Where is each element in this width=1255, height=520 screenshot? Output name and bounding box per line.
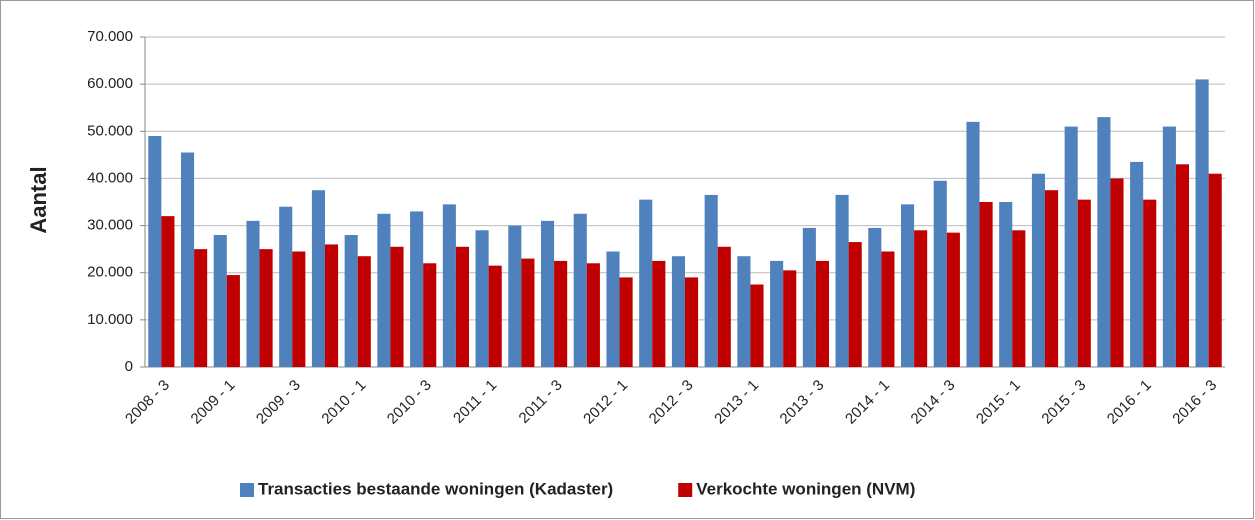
bar (1175, 164, 1189, 367)
bar (292, 251, 306, 367)
bar (881, 251, 895, 367)
bar (390, 246, 404, 367)
bar (488, 265, 502, 367)
bar (586, 263, 600, 367)
y-tick-label: 30.000 (87, 217, 133, 234)
bar (1077, 199, 1091, 367)
bar (1097, 117, 1111, 368)
bar (475, 230, 489, 367)
bar (521, 258, 535, 367)
bar (279, 206, 293, 367)
bar (161, 216, 175, 367)
bar (606, 251, 620, 367)
bar (423, 263, 437, 367)
bar (194, 249, 208, 367)
bar (541, 220, 555, 367)
bar (226, 275, 240, 367)
bar (770, 260, 784, 367)
bar (1110, 178, 1124, 367)
bar (979, 202, 993, 367)
bar (671, 256, 685, 367)
bar (377, 213, 391, 367)
bar (685, 277, 699, 367)
bar (704, 194, 718, 367)
bar (1045, 190, 1059, 367)
bar (357, 256, 371, 367)
bar (901, 204, 915, 367)
bar (344, 235, 358, 367)
bar (815, 260, 829, 367)
legend-swatch (240, 483, 254, 497)
bar (213, 235, 227, 367)
bar (639, 199, 653, 367)
bar (1143, 199, 1157, 367)
bar (848, 242, 862, 367)
bar (311, 190, 325, 367)
bar (933, 180, 947, 367)
y-tick-label: 40.000 (87, 169, 133, 186)
bar (1195, 79, 1209, 367)
bar (946, 232, 960, 367)
bar (181, 152, 195, 367)
bar (999, 202, 1013, 367)
bar (1064, 126, 1078, 367)
y-tick-label: 60.000 (87, 75, 133, 92)
y-tick-label: 70.000 (87, 28, 133, 45)
bar (966, 121, 980, 367)
bar (619, 277, 633, 367)
y-axis-label: Aantal (26, 166, 51, 233)
bar (1208, 173, 1222, 367)
bar (410, 211, 424, 367)
bar (259, 249, 273, 367)
y-tick-label: 50.000 (87, 122, 133, 139)
legend-label: Verkochte woningen (NVM) (696, 479, 915, 498)
bar (1130, 161, 1144, 367)
bar (652, 260, 666, 367)
y-tick-label: 10.000 (87, 311, 133, 328)
bar (1012, 230, 1026, 367)
bar (717, 246, 731, 367)
bar (737, 256, 751, 367)
bar (835, 194, 849, 367)
bar (783, 270, 797, 367)
bar (148, 136, 162, 367)
y-tick-label: 0 (125, 358, 133, 375)
bar (246, 220, 260, 367)
bar (1162, 126, 1176, 367)
bar (868, 227, 882, 367)
legend-swatch (678, 483, 693, 497)
bar (802, 227, 816, 367)
bar (1031, 173, 1045, 367)
legend-label: Transacties bestaande woningen (Kadaster… (258, 479, 613, 498)
bar (508, 225, 522, 367)
bar (442, 204, 456, 367)
bar (914, 230, 928, 367)
bar (554, 260, 568, 367)
y-tick-label: 20.000 (87, 264, 133, 281)
bar (455, 246, 469, 367)
bar (750, 284, 764, 367)
bar (325, 244, 339, 367)
bar (573, 213, 587, 367)
